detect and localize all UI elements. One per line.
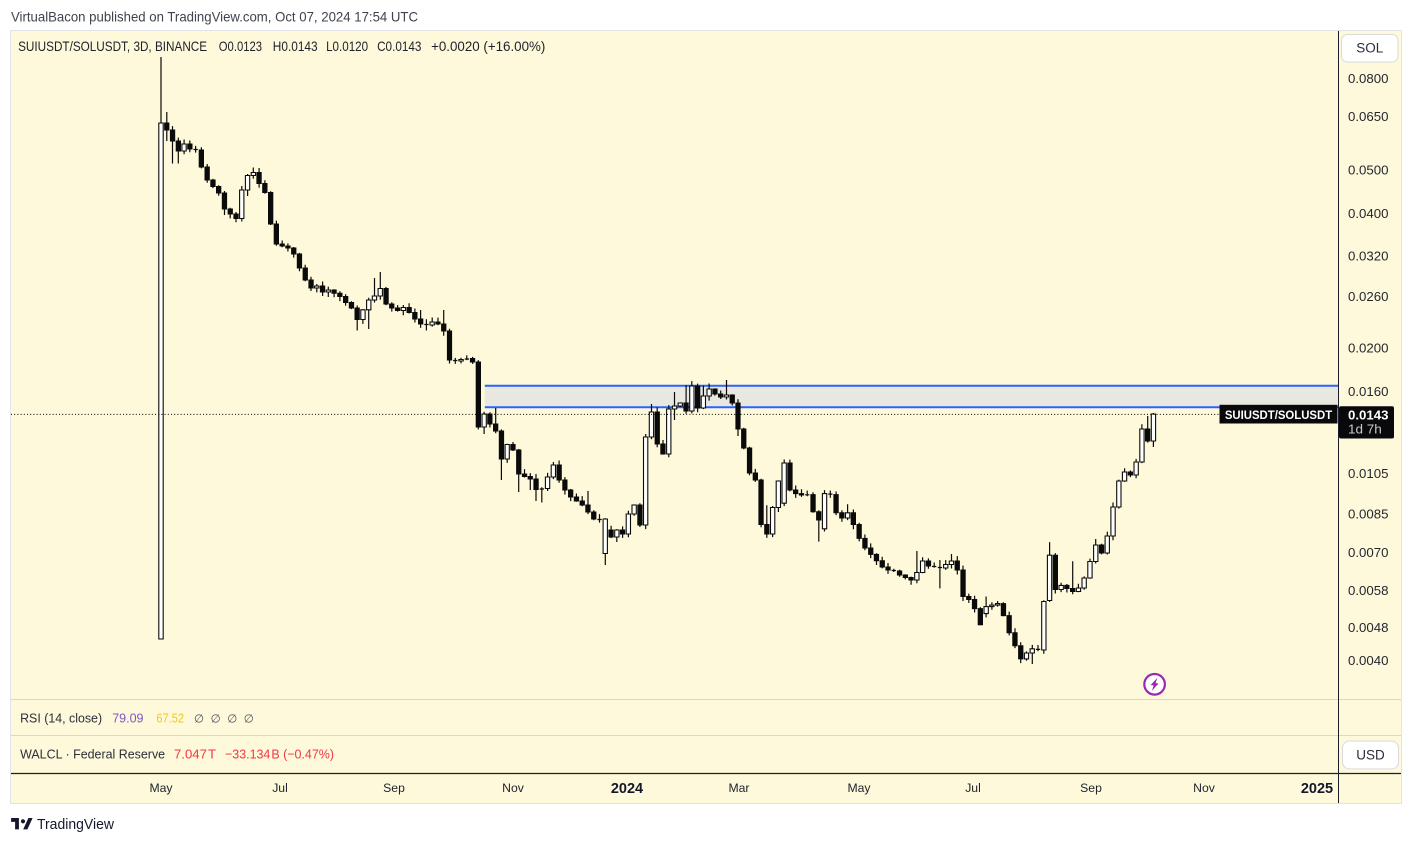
svg-text:0.0650: 0.0650 (1348, 109, 1389, 124)
svg-text:67.52: 67.52 (156, 710, 184, 725)
svg-text:0.0160: 0.0160 (1348, 384, 1389, 399)
svg-text:Jul: Jul (965, 781, 981, 795)
svg-text:SOL: SOL (1356, 41, 1384, 56)
svg-text:1d 7h: 1d 7h (1348, 422, 1382, 436)
svg-text:Sep: Sep (383, 781, 405, 795)
svg-text:0.0070: 0.0070 (1348, 545, 1389, 560)
svg-text:∅: ∅ (211, 713, 221, 725)
svg-text:7.047 T: 7.047 T (174, 746, 216, 761)
svg-text:USD: USD (1356, 748, 1385, 763)
svg-text:+0.0020 (+16.00%): +0.0020 (+16.00%) (431, 38, 545, 54)
svg-text:2025: 2025 (1301, 781, 1333, 797)
svg-text:0.0400: 0.0400 (1348, 206, 1389, 221)
svg-text:O0.0123: O0.0123 (219, 38, 262, 54)
svg-text:0.0143: 0.0143 (1348, 408, 1389, 423)
svg-text:0.0085: 0.0085 (1348, 507, 1389, 522)
svg-text:79.09: 79.09 (112, 710, 143, 725)
svg-text:−33.134 B (−0.47%): −33.134 B (−0.47%) (225, 746, 334, 761)
svg-text:C0.0143: C0.0143 (377, 38, 421, 54)
svg-text:0.0200: 0.0200 (1348, 340, 1389, 355)
svg-text:0.0105: 0.0105 (1348, 466, 1389, 481)
svg-text:VirtualBacon published on Trad: VirtualBacon published on TradingView.co… (11, 8, 418, 24)
svg-text:Jul: Jul (272, 781, 288, 795)
svg-text:Nov: Nov (502, 781, 525, 795)
svg-text:RSI (14, close): RSI (14, close) (20, 710, 102, 725)
svg-text:0.0320: 0.0320 (1348, 249, 1389, 264)
svg-text:0.0800: 0.0800 (1348, 71, 1389, 86)
svg-text:∅: ∅ (194, 713, 204, 725)
svg-text:SUIUSDT/SOLUSDT: SUIUSDT/SOLUSDT (1225, 410, 1332, 422)
svg-text:0.0048: 0.0048 (1348, 620, 1389, 635)
svg-text:0.0040: 0.0040 (1348, 653, 1389, 668)
svg-text:0.0058: 0.0058 (1348, 583, 1389, 598)
svg-text:2024: 2024 (611, 781, 643, 797)
svg-text:Sep: Sep (1080, 781, 1102, 795)
svg-text:Nov: Nov (1193, 781, 1216, 795)
svg-text:0.0500: 0.0500 (1348, 162, 1389, 177)
svg-text:SUIUSDT/SOLUSDT, 3D, BINANCE: SUIUSDT/SOLUSDT, 3D, BINANCE (18, 38, 207, 54)
svg-text:WALCL · Federal Reserve: WALCL · Federal Reserve (20, 746, 165, 761)
svg-text:May: May (847, 781, 871, 795)
svg-text:∅: ∅ (244, 713, 254, 725)
svg-text:0.0260: 0.0260 (1348, 289, 1389, 304)
svg-text:TradingView: TradingView (37, 817, 115, 833)
svg-text:May: May (149, 781, 173, 795)
svg-text:H0.0143: H0.0143 (273, 38, 318, 54)
svg-text:L0.0120: L0.0120 (326, 38, 368, 54)
svg-text:∅: ∅ (227, 713, 237, 725)
svg-text:Mar: Mar (729, 781, 750, 795)
